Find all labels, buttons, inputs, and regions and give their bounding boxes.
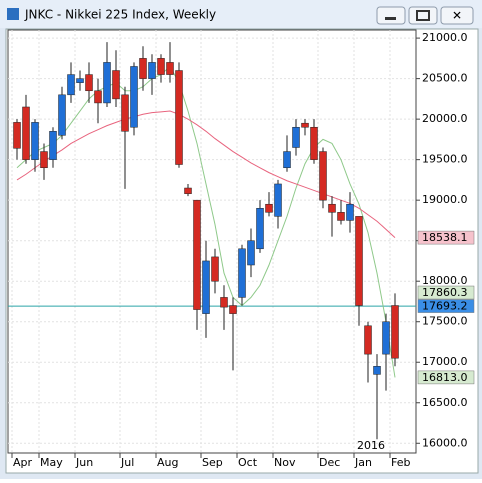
- candle-body: [49, 131, 57, 160]
- minimize-icon: [385, 17, 396, 20]
- x-tick-label: Oct: [238, 456, 258, 469]
- y-tick-label: 19000.0: [422, 193, 468, 206]
- x-tick-label: May: [40, 456, 63, 469]
- close-button[interactable]: [440, 6, 474, 25]
- x-tick-label: Nov: [274, 456, 296, 469]
- candle-body: [265, 203, 273, 213]
- app-icon: [7, 8, 19, 20]
- y-tick-label: 16500.0: [422, 396, 468, 409]
- candle-body: [40, 151, 48, 169]
- window-title: JNKC - Nikkei 225 Index, Weekly: [24, 8, 216, 22]
- candle-body: [355, 216, 363, 306]
- x-tick-label: Sep: [202, 456, 223, 469]
- candle-body: [364, 325, 372, 355]
- annotation: 2016: [357, 439, 385, 452]
- maximize-icon: [416, 10, 430, 21]
- y-tick-label: 19500.0: [422, 153, 468, 166]
- candle-body: [157, 58, 165, 75]
- y-tick-label: 21000.0: [422, 31, 468, 44]
- candle-body: [184, 187, 192, 194]
- candle-body: [31, 122, 39, 160]
- candle-body: [139, 58, 147, 79]
- candle-body: [238, 248, 246, 298]
- price-marker: [417, 370, 475, 385]
- price-marker: [417, 230, 475, 245]
- maximize-button[interactable]: [408, 6, 438, 25]
- x-tick-label: Jul: [120, 456, 134, 469]
- candle-body: [310, 126, 318, 160]
- moving-average-line: [16, 65, 396, 378]
- candle-body: [328, 203, 336, 213]
- candle-body: [85, 74, 93, 92]
- candle-body: [193, 199, 201, 310]
- y-tick-label: 20500.0: [422, 72, 468, 85]
- candle-body: [202, 260, 210, 314]
- candle-body: [247, 240, 255, 266]
- candle-body: [319, 151, 327, 201]
- candle-body: [67, 74, 75, 96]
- x-tick-label: Feb: [391, 456, 410, 469]
- candle-body: [391, 305, 399, 359]
- candle-body: [121, 94, 129, 132]
- candle-body: [346, 203, 354, 221]
- candle-body: [373, 366, 381, 375]
- candle-body: [94, 90, 102, 104]
- candle-body: [22, 106, 30, 160]
- x-tick-label: Jan: [354, 456, 372, 469]
- price-marker: [417, 299, 475, 313]
- candle-body: [103, 62, 111, 104]
- candle-body: [13, 122, 21, 149]
- candle-body: [382, 321, 390, 355]
- candle-body: [220, 297, 228, 308]
- y-tick-label: 16000.0: [422, 436, 468, 449]
- y-tick-label: 18000.0: [422, 274, 468, 287]
- price-marker: [417, 285, 475, 300]
- x-tick-label: Apr: [13, 456, 33, 469]
- candle-body: [175, 70, 183, 165]
- candle-body: [112, 70, 120, 100]
- plot-area: [7, 29, 417, 454]
- candle-body: [301, 122, 309, 128]
- minimize-button[interactable]: [376, 6, 406, 25]
- price-marker-label: 16813.0: [422, 371, 468, 384]
- candle-body: [76, 78, 84, 83]
- y-tick-label: 17000.0: [422, 355, 468, 368]
- x-tick-label: Dec: [319, 456, 340, 469]
- price-marker-label: 18538.1: [422, 231, 468, 244]
- price-marker-label: 17860.3: [422, 286, 468, 299]
- x-tick-label: Jun: [75, 456, 93, 469]
- candle-body: [274, 183, 282, 217]
- candle-body: [58, 94, 66, 136]
- close-icon: ✕: [452, 9, 462, 23]
- candle-body: [256, 208, 264, 250]
- y-tick-label: 17500.0: [422, 315, 468, 328]
- price-marker-label: 17693.2: [422, 300, 468, 313]
- candle-body: [211, 256, 219, 282]
- candle-body: [130, 66, 138, 128]
- candle-body: [148, 62, 156, 79]
- x-tick-label: Aug: [157, 456, 178, 469]
- candle-body: [283, 151, 291, 169]
- candle-body: [337, 212, 345, 221]
- candle-body: [229, 305, 237, 314]
- y-tick-label: 20000.0: [422, 112, 468, 125]
- candle-body: [166, 62, 174, 75]
- candle-body: [292, 126, 300, 148]
